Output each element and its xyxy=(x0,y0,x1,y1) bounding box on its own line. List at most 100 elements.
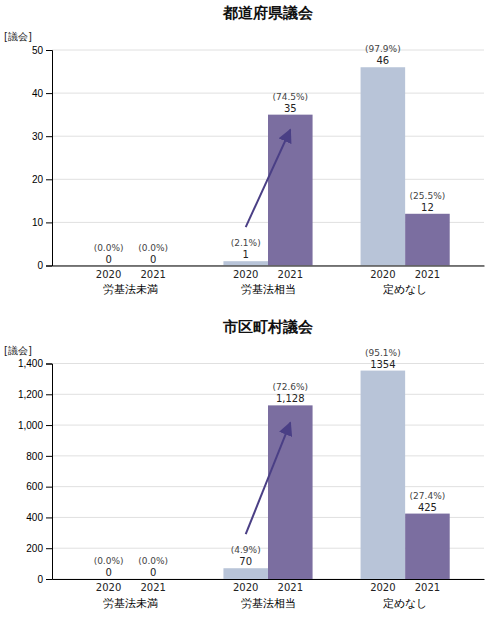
chart-title: 市区町村議会 xyxy=(222,318,314,336)
x-axis: 労基法未満 労基法相当定めなし xyxy=(53,266,485,296)
y-tick: 50 xyxy=(32,45,52,56)
data-label: 0 xyxy=(150,254,156,265)
y-tick-label: 20 xyxy=(32,174,44,185)
series-label: 2020 xyxy=(233,269,258,280)
grid-line xyxy=(52,394,484,395)
y-axis: 0 200 400 600 800 1,000 1,200 1,400 xyxy=(18,358,53,585)
y-tick: 1,200 xyxy=(18,389,52,400)
y-tick-mark xyxy=(46,579,52,580)
y-tick-label: 30 xyxy=(32,131,44,142)
y-tick-mark xyxy=(46,487,52,488)
data-label: 1 xyxy=(243,249,249,260)
chart-title: 都道府県議会 xyxy=(222,4,314,22)
y-tick: 200 xyxy=(26,543,52,554)
x-axis-line xyxy=(53,266,485,267)
x-tick-label: 定めなし xyxy=(383,283,427,295)
bar xyxy=(223,568,268,579)
bars xyxy=(223,371,449,579)
x-tick: 労基法未満 xyxy=(103,266,158,296)
y-tick: 0 xyxy=(37,574,52,585)
data-label: 12 xyxy=(421,202,434,213)
y-tick-label: 0 xyxy=(37,574,43,585)
y-tick: 1,400 xyxy=(18,358,52,369)
bars xyxy=(223,67,449,265)
x-axis: 労基法未満 労基法相当 定めなし xyxy=(53,579,485,609)
grid-line xyxy=(52,50,484,51)
bar xyxy=(361,371,406,579)
y-tick: 400 xyxy=(26,512,52,523)
y-tick: 10 xyxy=(32,217,52,228)
arrow xyxy=(246,423,291,534)
series-label: 2020 xyxy=(233,582,258,593)
y-tick: 30 xyxy=(32,131,52,142)
x-tick-label: 定めなし xyxy=(383,597,427,609)
series-label: 2021 xyxy=(140,269,165,280)
grid-line xyxy=(52,363,484,364)
y-tick-mark xyxy=(46,50,52,51)
bar xyxy=(405,514,450,579)
y-tick: 20 xyxy=(32,174,52,185)
grid-line xyxy=(52,93,484,94)
data-label: 425 xyxy=(418,502,437,513)
data-label: 1,128 xyxy=(276,393,305,404)
y-axis-line xyxy=(46,364,53,580)
share-label: (95.1%) xyxy=(365,348,401,358)
series-label: 2021 xyxy=(415,582,440,593)
share-label: (0.0%) xyxy=(94,556,124,566)
y-tick-label: 1,400 xyxy=(18,358,43,369)
y-tick-mark xyxy=(46,394,52,395)
y-tick: 0 xyxy=(37,260,52,271)
y-tick: 40 xyxy=(32,88,52,99)
series-label: 2021 xyxy=(278,269,303,280)
bar xyxy=(86,265,131,266)
x-tick: 定めなし xyxy=(383,579,427,609)
series-label: 2020 xyxy=(370,269,395,280)
bar xyxy=(405,214,450,266)
y-tick-mark xyxy=(46,548,52,549)
data-label: 46 xyxy=(376,55,389,66)
share-label: (72.6%) xyxy=(272,382,308,392)
x-tick-label: 労基法未満 xyxy=(103,283,158,295)
arrow xyxy=(246,130,291,227)
y-tick: 1,000 xyxy=(18,420,52,431)
y-axis-title: [議会] xyxy=(4,345,32,356)
x-tick: 労基法相当 xyxy=(241,579,296,609)
x-tick-label: 労基法相当 xyxy=(241,597,296,609)
y-tick-mark xyxy=(46,136,52,137)
y-axis: 0 10 20 30 40 50 xyxy=(32,45,53,272)
x-axis-line xyxy=(53,579,485,580)
series-label: 2021 xyxy=(415,269,440,280)
data-label: 0 xyxy=(105,254,111,265)
share-label: (0.0%) xyxy=(138,556,168,566)
x-tick: 労基法相当 xyxy=(241,266,296,296)
y-tick-label: 1,000 xyxy=(18,420,43,431)
share-label: (27.4%) xyxy=(410,491,446,501)
series-label: 2021 xyxy=(278,582,303,593)
y-tick-mark xyxy=(46,93,52,94)
bar xyxy=(131,579,176,580)
bar xyxy=(131,265,176,266)
y-tick-label: 800 xyxy=(26,451,43,462)
bar xyxy=(268,405,313,579)
y-tick-mark xyxy=(46,222,52,223)
y-tick: 600 xyxy=(26,481,52,492)
grid xyxy=(52,364,484,580)
y-tick-label: 200 xyxy=(26,543,43,554)
bar xyxy=(268,115,313,266)
panel: 0(0.0%)20201(2.1%)202046(97.9%)20200(0.0… xyxy=(4,4,485,295)
chart-svg: 0(0.0%)20201(2.1%)202046(97.9%)20200(0.0… xyxy=(0,0,500,627)
y-axis-title: [議会] xyxy=(4,31,32,42)
y-tick-label: 40 xyxy=(32,88,44,99)
y-tick-mark xyxy=(46,364,52,365)
panel: 0(0.0%)202070(4.9%)20201354(95.1%)20200(… xyxy=(4,318,485,609)
labels: 0(0.0%)202070(4.9%)20201354(95.1%)20200(… xyxy=(94,348,446,594)
x-tick-label: 労基法未満 xyxy=(103,597,158,609)
share-label: (0.0%) xyxy=(94,243,124,253)
share-label: (25.5%) xyxy=(410,191,446,201)
y-tick-label: 1,200 xyxy=(18,389,43,400)
y-tick-label: 10 xyxy=(32,217,44,228)
y-tick-mark xyxy=(46,179,52,180)
share-label: (2.1%) xyxy=(231,238,261,248)
y-tick-mark xyxy=(46,425,52,426)
share-label: (4.9%) xyxy=(231,545,261,555)
